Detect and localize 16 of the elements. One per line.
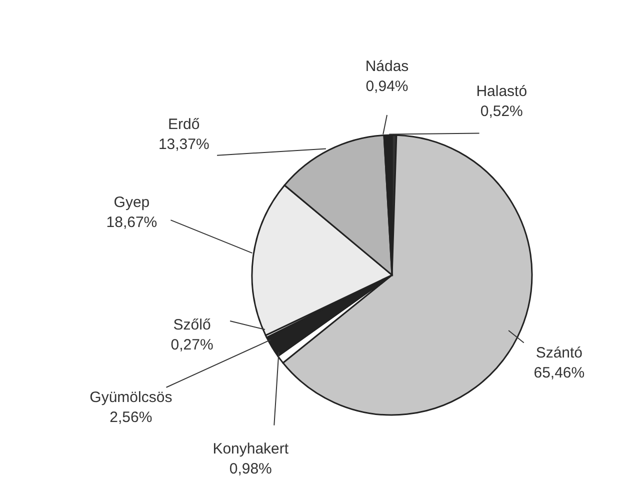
data-label: 13,37% [158,136,210,153]
data-label: 0,94% [366,78,408,95]
data-label: 0,52% [480,103,523,120]
slice-label: Szántó [536,344,583,362]
data-label: 18,67% [106,214,158,232]
data-label: 65,46% [534,364,585,382]
slice-label: Erdő [168,116,200,133]
slice-label: Konyhakert [212,440,290,458]
data-label: 0,98% [229,460,272,478]
slice-label: Szőlő [173,316,211,334]
slice-label: Nádas [365,58,409,75]
slice-label: Gyümölcsös [90,389,172,406]
data-label: 0,27% [170,336,214,354]
data-label: 2,56% [110,409,152,426]
slice-label: Gyep [114,194,150,212]
slice-label: Halastó [476,83,528,100]
